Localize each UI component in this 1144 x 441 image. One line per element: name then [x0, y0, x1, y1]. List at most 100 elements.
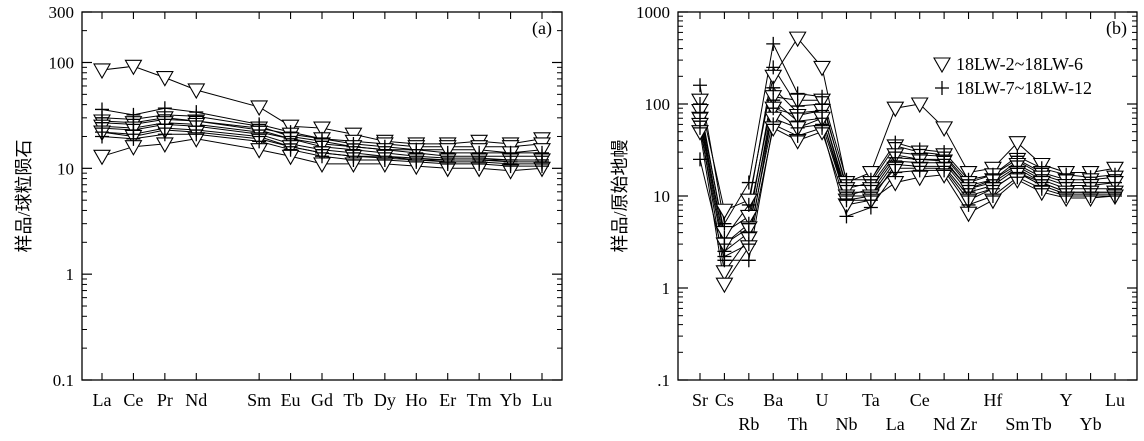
- data-point: [377, 152, 392, 167]
- x-tick-label: Pr: [157, 390, 173, 410]
- data-point: [839, 193, 854, 208]
- data-point: [741, 237, 756, 252]
- x-tick-label: La: [93, 390, 112, 410]
- y-tick-label: 0.1: [53, 371, 74, 390]
- data-point: [766, 101, 781, 116]
- x-tick-label: Cs: [715, 390, 734, 410]
- data-point: [315, 149, 329, 164]
- data-point: [693, 78, 707, 93]
- data-point: [157, 127, 172, 142]
- data-point: [961, 197, 976, 212]
- y-tick-label: 1: [662, 279, 671, 298]
- x-tick-label: Nd: [933, 414, 955, 434]
- y-tick-label: 100: [49, 53, 75, 72]
- x-tick-label: Tb: [343, 390, 363, 410]
- x-tick-label: Rb: [738, 414, 759, 434]
- series-line: [699, 96, 1116, 234]
- data-point: [503, 159, 518, 174]
- data-point: [535, 159, 549, 174]
- y-tick-label: 10: [57, 159, 74, 178]
- data-point: [815, 120, 830, 135]
- data-point: [839, 209, 854, 224]
- legend-label: 18LW-7~18LW-12: [956, 78, 1092, 98]
- y-tick-label: 1000: [636, 3, 670, 22]
- legend-label: 18LW-2~18LW-6: [956, 54, 1083, 74]
- x-tick-label: Nb: [835, 414, 857, 434]
- data-point: [717, 253, 732, 268]
- y-tick-label: 10: [653, 187, 670, 206]
- data-point: [155, 71, 174, 87]
- data-point: [95, 129, 109, 144]
- data-point: [1008, 136, 1027, 152]
- data-point: [283, 142, 298, 157]
- y-tick-label: 1: [66, 265, 75, 284]
- data-point: [985, 189, 1000, 203]
- x-tick-label: Th: [788, 414, 808, 434]
- data-point: [1059, 189, 1074, 203]
- x-tick-label: Ta: [862, 390, 880, 410]
- data-point: [252, 134, 267, 149]
- x-tick-label: Yb: [500, 390, 522, 410]
- panel-label: (a): [532, 18, 552, 39]
- y-axis-label: 样品/球粒陨石: [14, 139, 34, 252]
- data-point: [741, 253, 756, 268]
- x-tick-label: Y: [1060, 390, 1073, 410]
- data-point: [187, 83, 206, 100]
- x-tick-label: Ba: [763, 390, 783, 410]
- data-point: [250, 100, 269, 117]
- data-point: [1010, 170, 1025, 185]
- x-tick-label: Hf: [983, 390, 1002, 410]
- x-tick-label: Gd: [311, 390, 333, 410]
- data-point: [346, 152, 361, 167]
- data-point: [93, 63, 111, 80]
- x-tick-label: Tm: [467, 390, 492, 410]
- x-tick-label: La: [886, 414, 905, 434]
- data-point: [741, 175, 756, 190]
- data-point: [790, 86, 805, 101]
- x-tick-label: Zr: [960, 414, 977, 434]
- data-point: [715, 277, 734, 294]
- data-point: [93, 149, 111, 166]
- legend-marker: [933, 57, 951, 74]
- data-point: [693, 120, 707, 135]
- x-tick-label: Dy: [374, 390, 396, 410]
- data-point: [790, 128, 805, 143]
- data-point: [717, 216, 732, 231]
- data-point: [313, 121, 331, 138]
- x-tick-label: Sr: [692, 390, 708, 410]
- x-tick-label: Lu: [1105, 390, 1125, 410]
- x-tick-label: Sm: [247, 390, 271, 410]
- x-tick-label: Sm: [1005, 414, 1029, 434]
- data-point: [863, 200, 878, 215]
- y-tick-label: .1: [657, 371, 670, 390]
- x-tick-label: Ce: [910, 390, 930, 410]
- data-point: [1108, 189, 1122, 203]
- data-point: [886, 101, 905, 118]
- x-tick-label: Yb: [1080, 414, 1102, 434]
- data-point: [788, 31, 807, 48]
- data-point: [409, 154, 424, 169]
- x-tick-label: Ce: [123, 390, 143, 410]
- x-tick-label: Tb: [1032, 414, 1052, 434]
- x-tick-label: Nd: [185, 390, 207, 410]
- x-tick-label: Eu: [281, 390, 301, 410]
- data-point: [189, 127, 204, 142]
- y-tick-label: 100: [645, 95, 671, 114]
- legend: 18LW-2~18LW-6 18LW-7~18LW-12: [933, 54, 1092, 98]
- data-point: [935, 121, 954, 137]
- x-tick-label: Lu: [532, 390, 552, 410]
- data-point: [912, 163, 927, 178]
- data-point: [693, 152, 707, 167]
- plot-frame: [81, 11, 563, 381]
- data-point: [1034, 181, 1049, 196]
- data-point: [937, 163, 952, 178]
- data-point: [766, 80, 781, 95]
- y-tick-label: 300: [49, 3, 75, 22]
- data-point: [472, 156, 487, 171]
- data-point: [910, 97, 929, 114]
- data-point: [1083, 189, 1098, 203]
- data-point: [440, 156, 455, 171]
- data-point: [766, 117, 781, 132]
